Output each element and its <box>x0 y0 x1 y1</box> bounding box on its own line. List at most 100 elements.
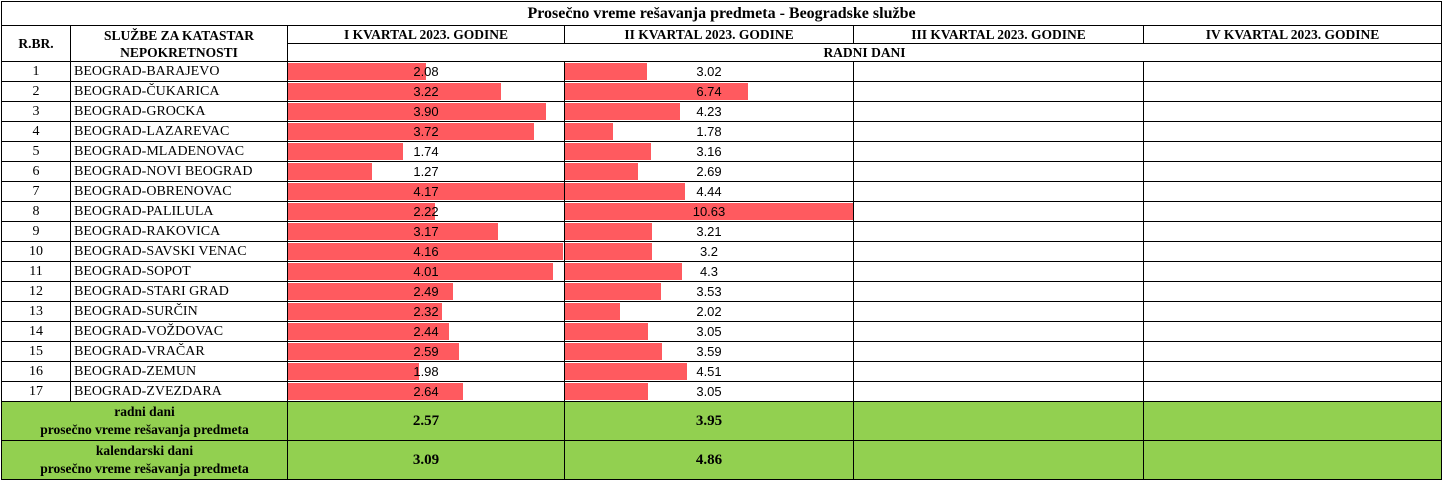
q4-cell <box>1142 181 1442 202</box>
service-header-line1: SLUŽBE ZA KATASTAR <box>103 27 255 43</box>
q3-cell <box>853 241 1144 262</box>
q2-cell: 2.69 <box>564 161 854 182</box>
q1-databar <box>288 203 435 220</box>
q2-value: 3.05 <box>696 324 722 339</box>
row-number: 5 <box>1 141 71 162</box>
q2-value: 3.16 <box>696 144 722 159</box>
q1-value: 1.98 <box>413 364 439 379</box>
q3-cell <box>853 61 1144 82</box>
q2-value: 3.2 <box>699 244 719 259</box>
q1-cell: 4.01 <box>287 261 565 282</box>
q2-cell: 2.02 <box>564 301 854 322</box>
q1-value: 1.27 <box>413 164 439 179</box>
table-row: 13 BEOGRAD-SURČIN 2.32 2.02 <box>1 301 1442 322</box>
q2-databar <box>565 203 853 220</box>
service-name: BEOGRAD-STARI GRAD <box>70 281 288 302</box>
q2-databar <box>565 63 647 80</box>
table-title: Prosečno vreme rešavanja predmeta - Beog… <box>0 1 1442 26</box>
q2-databar <box>565 143 651 160</box>
q2-databar <box>565 263 682 280</box>
q1-cell: 2.59 <box>287 341 565 362</box>
q2-databar <box>565 383 648 400</box>
q3-cell <box>853 221 1144 242</box>
q1-databar <box>288 363 420 380</box>
q2-cell: 10.63 <box>564 201 854 222</box>
q1-value: 3.90 <box>413 104 439 119</box>
q3-cell <box>853 121 1144 142</box>
q2-databar <box>565 123 614 140</box>
row-number: 15 <box>1 341 71 362</box>
q2-value: 1.78 <box>696 124 722 139</box>
summary-q4-cell <box>1142 440 1442 480</box>
table-row: 8 BEOGRAD-PALILULA 2.22 10.63 <box>1 201 1442 222</box>
table-row: 14 BEOGRAD-VOŽDOVAC 2.44 3.05 <box>1 321 1442 342</box>
table-row: 2 BEOGRAD-ČUKARICA 3.22 6.74 <box>1 81 1442 102</box>
q1-cell: 4.16 <box>287 241 565 262</box>
q2-databar <box>565 283 661 300</box>
row-number: 14 <box>1 321 71 342</box>
q1-header: I KVARTAL 2023. GODINE <box>287 25 565 44</box>
row-number: 10 <box>1 241 71 262</box>
q1-cell: 3.90 <box>287 101 565 122</box>
q1-cell: 3.22 <box>287 81 565 102</box>
summary-label-line2: prosečno vreme rešavanja predmeta <box>40 461 249 476</box>
service-name: BEOGRAD-GROCKA <box>70 101 288 122</box>
q3-cell <box>853 361 1144 382</box>
summary-q3-cell <box>853 440 1144 480</box>
q1-databar <box>288 323 450 340</box>
q3-cell <box>853 161 1144 182</box>
service-name: BEOGRAD-MLADENOVAC <box>70 141 288 162</box>
q1-databar <box>288 263 554 280</box>
q2-cell: 3.02 <box>564 61 854 82</box>
q2-databar <box>565 363 688 380</box>
q1-databar <box>288 383 463 400</box>
q2-cell: 3.21 <box>564 221 854 242</box>
q1-databar <box>288 183 564 200</box>
q1-cell: 4.17 <box>287 181 565 202</box>
q1-value: 3.17 <box>413 224 439 239</box>
summary-label-line2: prosečno vreme rešavanja predmeta <box>40 422 249 437</box>
q1-value: 2.22 <box>413 204 439 219</box>
summary-q4-cell <box>1142 401 1442 441</box>
q2-databar <box>565 303 620 320</box>
summary-label: radni dani prosečno vreme rešavanja predm… <box>1 401 288 441</box>
summary-row: kalendarski dani prosečno vreme rešavanja… <box>1 440 1442 480</box>
q1-value: 4.16 <box>413 244 439 259</box>
summary-q1-value: 2.57 <box>287 401 565 441</box>
q2-cell: 4.3 <box>564 261 854 282</box>
q3-cell <box>853 261 1144 282</box>
q4-cell <box>1142 81 1442 102</box>
table-row: 7 BEOGRAD-OBRENOVAC 4.17 4.44 <box>1 181 1442 202</box>
q1-databar <box>288 243 564 260</box>
service-name: BEOGRAD-VOŽDOVAC <box>70 321 288 342</box>
q2-cell: 6.74 <box>564 81 854 102</box>
row-number: 13 <box>1 301 71 322</box>
q3-cell <box>853 281 1144 302</box>
q1-cell: 2.32 <box>287 301 565 322</box>
q2-value: 2.69 <box>696 164 722 179</box>
summary-label: kalendarski dani prosečno vreme rešavanja… <box>1 440 288 480</box>
q1-value: 2.44 <box>413 324 439 339</box>
q2-cell: 1.78 <box>564 121 854 142</box>
q2-cell: 4.51 <box>564 361 854 382</box>
q2-databar <box>565 343 663 360</box>
q3-cell <box>853 81 1144 102</box>
q4-cell <box>1142 141 1442 162</box>
q1-cell: 3.72 <box>287 121 565 142</box>
q2-value: 4.44 <box>696 184 722 199</box>
q1-databar <box>288 163 373 180</box>
q4-cell <box>1142 381 1442 402</box>
q2-value: 4.3 <box>699 264 719 279</box>
q4-cell <box>1142 161 1442 182</box>
q2-cell: 3.2 <box>564 241 854 262</box>
q1-value: 2.59 <box>413 344 439 359</box>
q1-databar <box>288 283 453 300</box>
row-number: 17 <box>1 381 71 402</box>
q2-header: II KVARTAL 2023. GODINE <box>564 25 854 44</box>
service-name: BEOGRAD-RAKOVICA <box>70 221 288 242</box>
q4-header: IV KVARTAL 2023. GODINE <box>1142 25 1442 44</box>
q1-value: 2.08 <box>413 64 439 79</box>
q4-cell <box>1142 361 1442 382</box>
q3-cell <box>853 321 1144 342</box>
row-number: 2 <box>1 81 71 102</box>
